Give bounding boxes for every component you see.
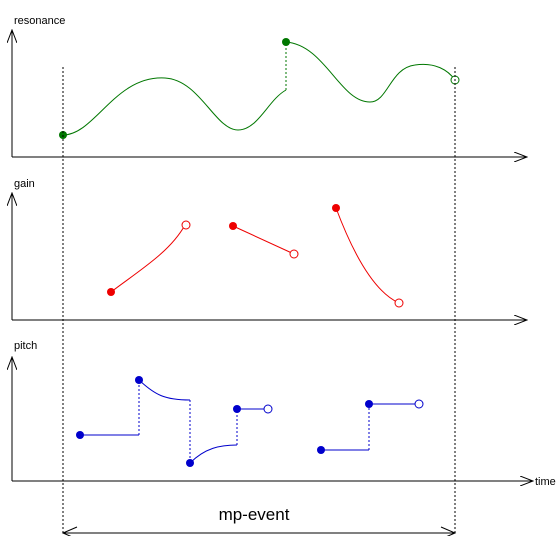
pitch-point-7	[365, 400, 373, 408]
event-label: mp-event	[219, 505, 290, 524]
pitch-label: pitch	[14, 340, 37, 352]
gain-segment-2-start	[229, 222, 237, 230]
resonance-curve-1	[62, 77, 287, 136]
pitch-point-5-open	[263, 404, 273, 414]
gain-segment-2-end	[289, 249, 299, 259]
pitch-point-4	[233, 405, 241, 413]
event-arrowhead-left	[61, 526, 78, 536]
time-label: time	[535, 476, 556, 488]
gain-segment-3	[335, 207, 400, 304]
resonance-jump-point	[282, 38, 290, 46]
gain-panel: gain	[12, 178, 527, 320]
gain-segment-3-start	[332, 204, 340, 212]
pitch-point-8-open	[414, 399, 424, 409]
pitch-curve-1b	[138, 379, 191, 401]
pitch-point-2	[135, 376, 143, 384]
pitch-point-1	[76, 431, 84, 439]
pitch-curve-1c	[189, 444, 238, 464]
gain-segment-3-end	[394, 298, 404, 308]
resonance-curve-2	[285, 41, 456, 103]
resonance-label: resonance	[14, 15, 65, 27]
event-span: mp-event	[61, 67, 457, 536]
gain-segment-2	[232, 225, 295, 255]
pitch-point-6	[317, 446, 325, 454]
pitch-point-3	[186, 459, 194, 467]
resonance-panel: resonance	[12, 15, 527, 157]
event-arrowhead-right	[440, 526, 457, 536]
gain-segment-1-start	[107, 288, 115, 296]
gain-label: gain	[14, 178, 35, 190]
gain-segment-1-end	[181, 220, 191, 230]
pitch-panel: pitch time	[12, 340, 556, 488]
gain-segment-1	[110, 224, 186, 293]
